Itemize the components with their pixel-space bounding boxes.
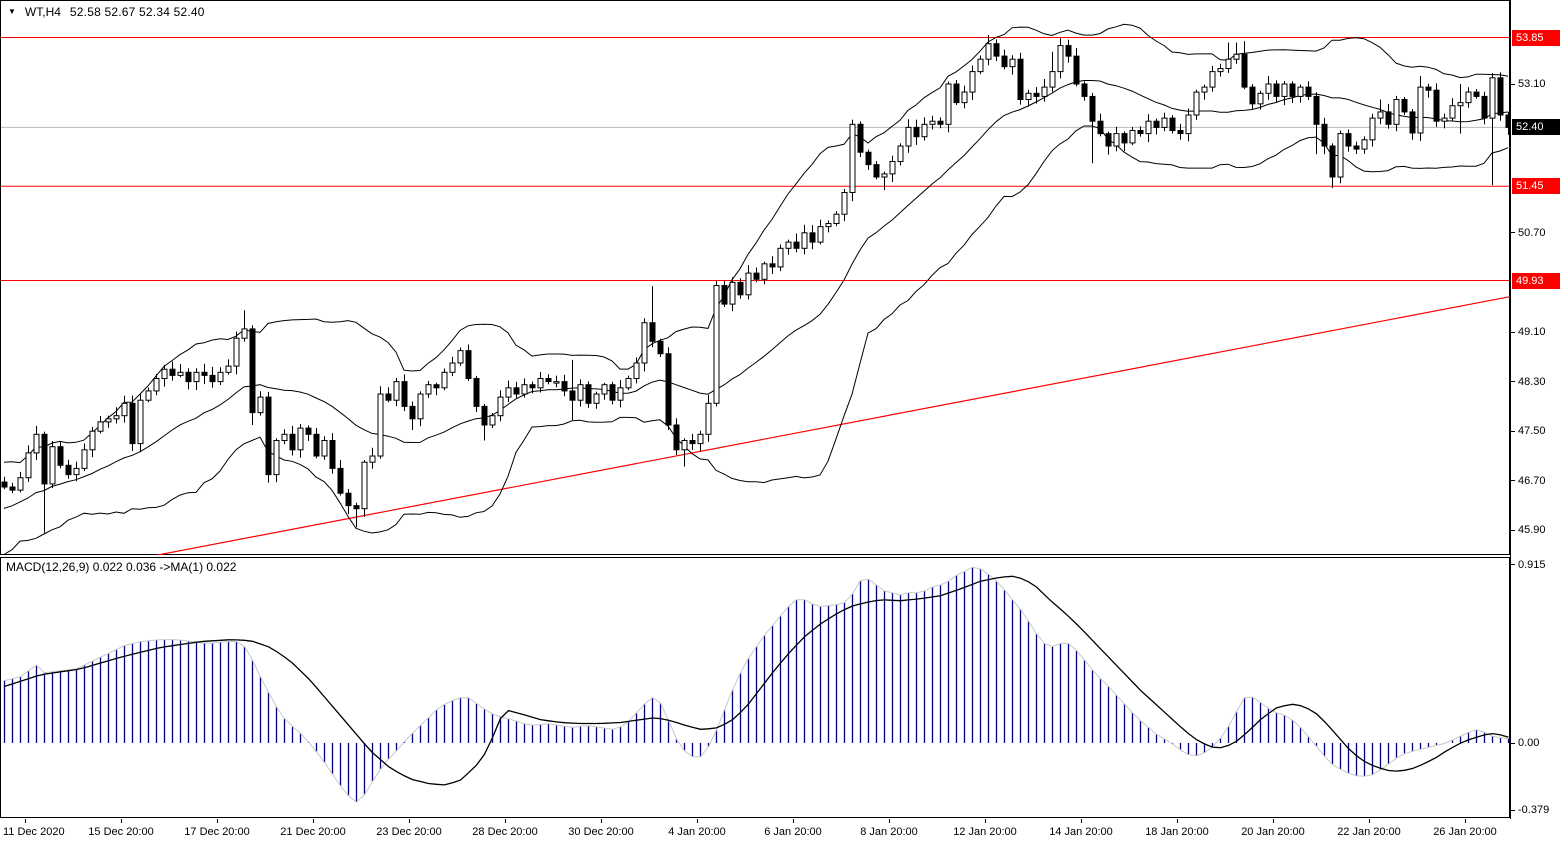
time-tick-mark <box>505 819 506 823</box>
date-label: 11 Dec 2020 <box>3 826 65 838</box>
price-tick-mark <box>1511 480 1515 482</box>
time-tick-mark <box>697 819 698 823</box>
time-tick-mark <box>1369 819 1370 823</box>
macd-tick-label: 0.915 <box>1518 558 1546 571</box>
time-tick-mark <box>889 819 890 823</box>
price-tick-label: 48.30 <box>1518 375 1546 388</box>
macd-tick-label: 0.00 <box>1518 737 1540 749</box>
date-label: 6 Jan 20:00 <box>764 826 822 838</box>
time-tick-mark <box>313 819 314 823</box>
time-tick-mark <box>1177 819 1178 823</box>
time-tick-mark <box>25 819 26 823</box>
date-label: 17 Dec 20:00 <box>184 826 250 838</box>
price-tick-label: 50.70 <box>1518 226 1546 239</box>
date-label: 21 Dec 20:00 <box>280 826 346 838</box>
time-tick-mark <box>793 819 794 823</box>
time-tick-mark <box>217 819 218 823</box>
price-tick-mark <box>1511 381 1515 383</box>
price-tick-mark <box>1511 430 1515 432</box>
price-axis[interactable]: 53.10 50.70 49.10 48.30 47.50 46.70 45.90 53.85… <box>1510 0 1566 819</box>
time-tick-mark <box>1465 819 1466 823</box>
price-tick-mark <box>1511 529 1515 531</box>
date-label: 12 Jan 20:00 <box>953 826 1017 838</box>
price-tick-label: 49.10 <box>1518 326 1546 338</box>
price-tick-label: 47.50 <box>1518 425 1546 438</box>
date-label: 23 Dec 20:00 <box>376 826 442 838</box>
date-label: 26 Jan 20:00 <box>1433 826 1497 838</box>
date-label: 20 Jan 20:00 <box>1241 826 1305 838</box>
price-chart-canvas[interactable] <box>0 0 1510 555</box>
macd-tick-label: -0.379 <box>1518 804 1550 816</box>
time-tick-mark <box>409 819 410 823</box>
macd-indicator-panel[interactable] <box>0 557 1510 818</box>
symbol-dropdown-icon[interactable]: ▼ <box>8 7 16 16</box>
date-label: 30 Dec 20:00 <box>568 826 634 838</box>
date-label: 8 Jan 20:00 <box>860 826 918 838</box>
price-tick-label: 46.70 <box>1518 474 1546 487</box>
price-tick-mark <box>1511 232 1515 234</box>
time-tick-mark <box>121 819 122 823</box>
indicator-label: MACD(12,26,9) 0.022 0.036 ->MA(1) 0.022 <box>6 560 237 574</box>
date-label: 14 Jan 20:00 <box>1049 826 1113 838</box>
price-tick-mark <box>1511 83 1515 85</box>
date-label: 18 Jan 20:00 <box>1145 826 1209 838</box>
macd-chart-canvas[interactable] <box>0 557 1510 818</box>
date-label: 22 Jan 20:00 <box>1337 826 1401 838</box>
date-label: 28 Dec 20:00 <box>472 826 538 838</box>
price-level-badge: 49.93 <box>1512 272 1560 289</box>
time-tick-mark <box>985 819 986 823</box>
symbol-timeframe-label: WT,H4 <box>24 5 61 19</box>
macd-tick-mark <box>1511 564 1515 566</box>
current-price-badge: 52.40 <box>1512 119 1560 136</box>
price-tick-label: 45.90 <box>1518 524 1546 537</box>
price-level-badge: 51.45 <box>1512 178 1560 195</box>
time-tick-mark <box>1273 819 1274 823</box>
price-tick-mark <box>1511 331 1515 333</box>
date-label: 15 Dec 20:00 <box>88 826 154 838</box>
time-axis[interactable]: 11 Dec 2020 15 Dec 20:00 17 Dec 20:00 21 De… <box>0 819 1566 850</box>
time-tick-mark <box>1081 819 1082 823</box>
main-chart-panel[interactable] <box>0 0 1510 555</box>
price-level-badge: 53.85 <box>1512 29 1560 46</box>
time-tick-mark <box>601 819 602 823</box>
date-label: 4 Jan 20:00 <box>668 826 726 838</box>
macd-tick-mark <box>1511 742 1515 744</box>
macd-tick-mark <box>1511 809 1515 811</box>
price-tick-label: 53.10 <box>1518 78 1546 90</box>
chart-title: ▼ WT,H4 52.58 52.67 52.34 52.40 <box>8 5 205 19</box>
ohlc-values: 52.58 52.67 52.34 52.40 <box>69 5 205 19</box>
